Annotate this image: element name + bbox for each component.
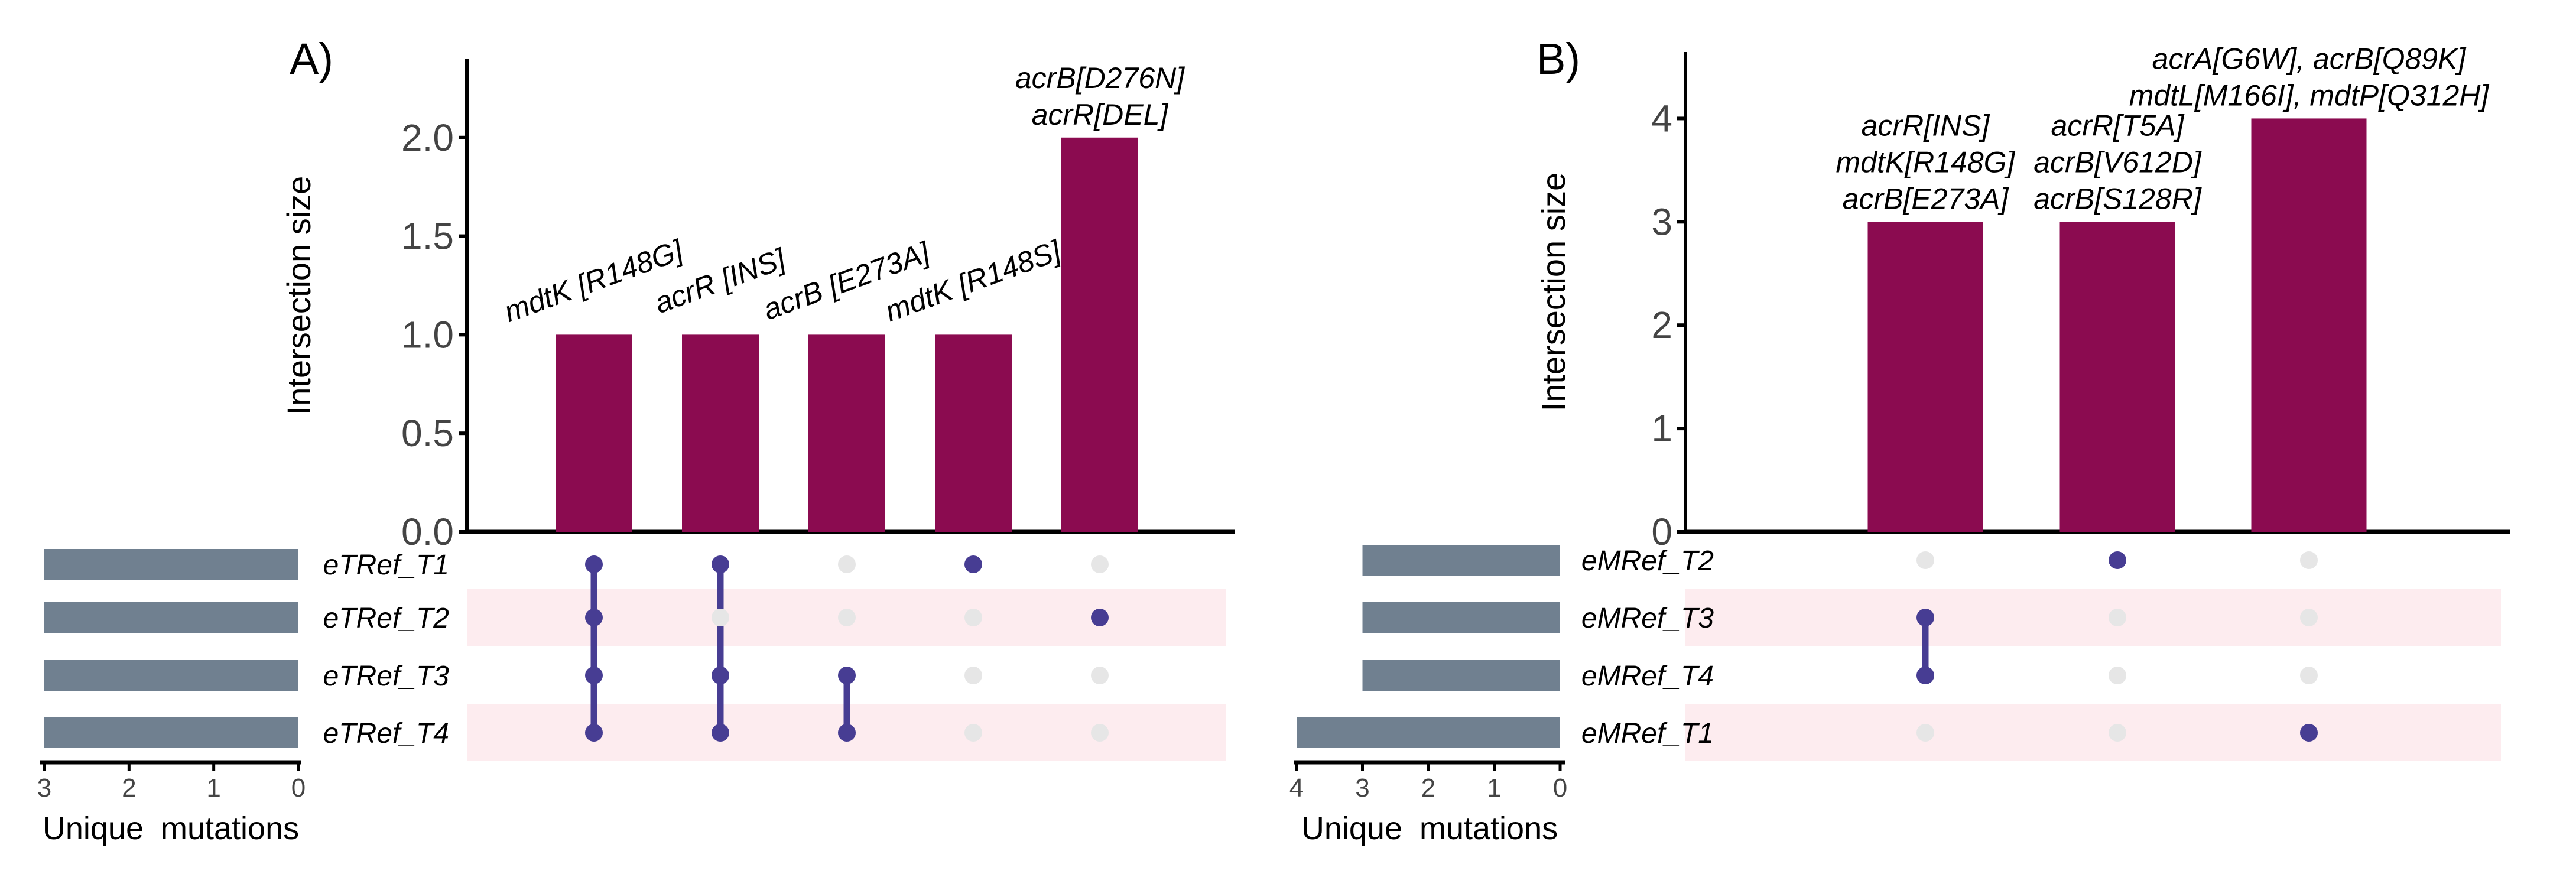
matrix-dot-active (1916, 667, 1934, 684)
intersection-bar (808, 334, 885, 532)
matrix-dot-active (1091, 609, 1109, 626)
bar-label-line: acrR[DEL] (1032, 98, 1169, 131)
bar-label-line: acrR[INS] (1862, 109, 1990, 142)
matrix-dot-inactive (964, 609, 982, 626)
matrix-dot-inactive (2300, 551, 2318, 569)
set-size-bar (44, 549, 298, 580)
matrix-dot-active (585, 555, 603, 573)
matrix-dot-inactive (1091, 555, 1109, 573)
matrix-dot-inactive (1091, 667, 1109, 684)
matrix-dot-active (712, 724, 729, 742)
matrix-dot-active (712, 667, 729, 684)
set-label: eTRef_T4 (323, 718, 449, 749)
set-size-bar (1362, 660, 1560, 691)
matrix-dot-active (585, 724, 603, 742)
matrix-dot-active (1916, 609, 1934, 626)
matrix-dot-inactive (1916, 551, 1934, 569)
intersection-bar (2251, 118, 2367, 532)
y-tick-label: 1.5 (401, 215, 454, 258)
intersection-bar (2059, 222, 2175, 532)
matrix-dot-inactive (712, 609, 729, 626)
set-size-bar (44, 660, 298, 691)
set-size-tick-label: 4 (1289, 774, 1304, 802)
set-size-bar (44, 717, 298, 748)
matrix-dot-active (838, 667, 856, 684)
intersection-bar (1867, 222, 1983, 532)
y-tick-label: 1.0 (401, 313, 454, 356)
set-size-tick-label: 3 (37, 774, 51, 802)
set-size-tick-label: 2 (122, 774, 136, 802)
set-size-axis: 3 2 1 0 Unique mutations (37, 760, 306, 846)
set-size-bar (1362, 602, 1560, 633)
matrix-dot-active (585, 609, 603, 626)
matrix-dot-inactive (2109, 667, 2126, 684)
y-axis-label: Intersection size (280, 176, 317, 415)
bar-label-line: acrB[D276N] (1015, 61, 1185, 95)
matrix-dot-inactive (1091, 724, 1109, 742)
bar-label-line: acrB[S128R] (2033, 182, 2202, 215)
y-tick-label: 4 (1651, 97, 1672, 139)
set-size-tick-label: 1 (206, 774, 220, 802)
set-label: eMRef_T4 (1581, 661, 1714, 692)
matrix-dot-inactive (838, 555, 856, 573)
set-size-axis-title: Unique mutations (1301, 811, 1558, 846)
matrix-dot-inactive (2109, 724, 2126, 742)
intersection-bar (1061, 137, 1138, 532)
matrix-dot-inactive (838, 609, 856, 626)
matrix-dot-active (712, 555, 729, 573)
y-tick-label: 0 (1651, 511, 1672, 553)
set-size-axis: 4 3 2 1 0 Unique mutations (1289, 760, 1567, 846)
set-label: eMRef_T2 (1581, 545, 1714, 577)
matrix-dot-inactive (1916, 724, 1934, 742)
set-label: eMRef_T3 (1581, 603, 1714, 634)
set-size-bar (1362, 545, 1560, 576)
bar-label-line: acrB[E273A] (1843, 182, 2009, 215)
matrix-dot-inactive (2300, 609, 2318, 626)
set-size-bar (1297, 717, 1560, 748)
matrix-dot-inactive (964, 724, 982, 742)
upset-panel-b: B) 0 1 2 3 4 Intersection size acrR[INS]mdtK[R1… (1289, 34, 2510, 846)
bar-label-line: acrB[V612D] (2033, 145, 2202, 178)
panel-letter: B) (1536, 34, 1580, 83)
bar-label-line: acrA[G6W], acrB[Q89K] (2152, 42, 2467, 75)
set-label: eTRef_T1 (323, 550, 449, 581)
set-size-tick-label: 0 (1553, 774, 1567, 802)
set-size-axis-title: Unique mutations (43, 811, 299, 846)
y-tick-label: 3 (1651, 200, 1672, 243)
bar-label-line: acrR[T5A] (2051, 109, 2184, 142)
set-label: eTRef_T3 (323, 661, 450, 692)
y-axis-label: Intersection size (1535, 173, 1572, 412)
set-row-stripe (1685, 704, 2501, 761)
intersection-bar (682, 334, 759, 532)
matrix-dot-active (2300, 724, 2318, 742)
panel-letter: A) (290, 34, 333, 83)
matrix-dot-inactive (2300, 667, 2318, 684)
y-tick-label: 1 (1651, 407, 1672, 450)
matrix-dot-inactive (964, 667, 982, 684)
y-tick-label: 0.0 (401, 511, 454, 553)
set-size-bar (44, 602, 298, 633)
set-size-tick-label: 2 (1421, 774, 1435, 802)
intersection-bar (935, 334, 1012, 532)
matrix-dot-active (964, 555, 982, 573)
bar-label-line: mdtK[R148G] (1836, 145, 2016, 178)
set-label: eTRef_T2 (323, 603, 449, 634)
set-size-tick-label: 0 (291, 774, 306, 802)
matrix-dot-active (585, 667, 603, 684)
set-label: eMRef_T1 (1581, 718, 1714, 749)
y-tick-label: 2 (1651, 304, 1672, 346)
set-size-tick-label: 1 (1487, 774, 1501, 802)
set-row-stripe (1685, 589, 2501, 646)
matrix-dot-inactive (2109, 609, 2126, 626)
bar-label-line: mdtL[M166I], mdtP[Q312H] (2129, 79, 2490, 112)
matrix-dot-active (2109, 551, 2126, 569)
matrix-dot-active (838, 724, 856, 742)
y-tick-label: 0.5 (401, 412, 454, 454)
set-size-tick-label: 3 (1355, 774, 1369, 802)
intersection-bar (556, 334, 632, 532)
y-tick-label: 2.0 (401, 116, 454, 159)
